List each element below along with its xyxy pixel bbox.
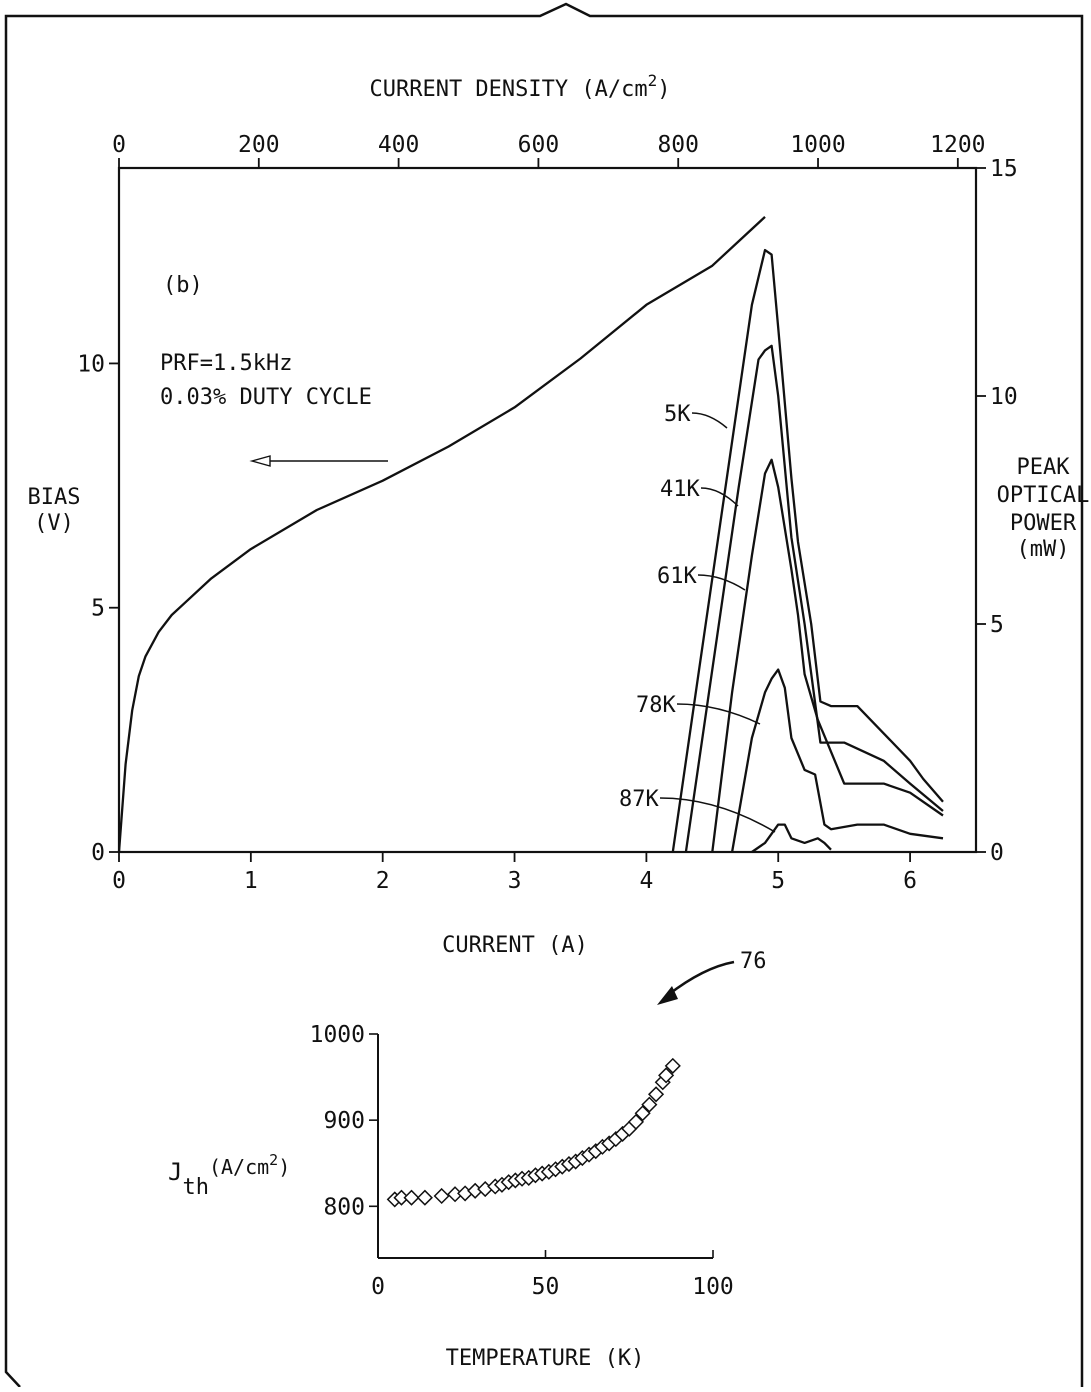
- inset-data-point: [433, 1187, 450, 1205]
- y-left-tick-label: 5: [91, 596, 105, 622]
- inset-data-point: [658, 1067, 675, 1084]
- curve-leader-41k: [700, 487, 739, 507]
- inset-y-tick-label: 1000: [310, 1022, 365, 1048]
- series-line-87k: [751, 823, 832, 853]
- series-line-78k: [730, 668, 944, 853]
- x-top-tick-label: 1200: [930, 132, 985, 158]
- inset-x-axis-label: TEMPERATURE (K): [446, 1346, 645, 1371]
- inset-y-axis-label: Jth(A/cm2): [168, 1151, 290, 1200]
- panel-label: (b): [163, 273, 203, 298]
- x-bottom-tick-label: 2: [376, 868, 390, 894]
- main-ticks: 0 1 2 3 4 5 6 0 200 400 600 800 1000 1200 0 5 10 0 5 10 15: [77, 132, 1017, 894]
- x-top-tick-label: 200: [238, 132, 280, 158]
- inset-data-point: [647, 1086, 665, 1103]
- x-bottom-tick-label: 3: [508, 868, 522, 894]
- inset-ticks: 0 50 100 800 900 1000: [310, 1022, 734, 1300]
- page-border: [4, 2, 1084, 1388]
- inset-x-tick-label: 100: [692, 1274, 734, 1300]
- y-right-tick-label: 10: [990, 384, 1018, 410]
- right-axis-label-line1: PEAK: [1017, 455, 1071, 480]
- x-top-tick-label: 600: [518, 132, 560, 158]
- right-axis-label-line3: POWER: [1010, 511, 1077, 536]
- y-left-tick-label: 0: [91, 840, 105, 866]
- curve-label-87k: 87K: [619, 787, 659, 812]
- inset-data-point: [627, 1113, 645, 1130]
- curve-leader-61k: [697, 574, 746, 591]
- x-bottom-tick-label: 4: [639, 868, 653, 894]
- curve-label-41k: 41K: [660, 477, 700, 502]
- x-bottom-tick-label: 1: [244, 868, 258, 894]
- inset-points: [386, 1057, 681, 1208]
- inset-y-tick-label: 900: [323, 1108, 365, 1134]
- left-axis-label-line1: BIAS: [28, 485, 81, 510]
- inset-chart: 0 50 100 800 900 1000 TEMPERATURE (K) Jth(A/c…: [168, 1022, 734, 1371]
- left-axis-label-line2: (V): [34, 511, 74, 536]
- main-chart: 0 1 2 3 4 5 6 0 200 400 600 800 1000 1200 0 5 10 0 5 10 15 C…: [28, 71, 1090, 958]
- curve-leader-87k: [659, 797, 776, 833]
- curve-label-5k: 5K: [664, 402, 691, 427]
- curve-leader-78k: [676, 703, 761, 725]
- x-top-tick-label: 800: [657, 132, 699, 158]
- reference-numeral: 76: [740, 949, 767, 974]
- prf-annotation: PRF=1.5kHz: [160, 351, 292, 376]
- reference-arrow-head: [657, 986, 678, 1005]
- inset-data-point: [664, 1057, 681, 1074]
- curve-label-78k: 78K: [636, 693, 676, 718]
- inset-x-tick-label: 0: [371, 1274, 385, 1300]
- inset-data-point: [403, 1189, 420, 1206]
- main-plot-frame: [117, 166, 978, 854]
- y-right-tick-label: 15: [990, 156, 1018, 182]
- curve-labels: 5K 41K 61K 78K 87K: [619, 402, 776, 833]
- y-right-tick-label: 5: [990, 612, 1004, 638]
- inset-data-point: [634, 1105, 651, 1122]
- top-axis-label: CURRENT DENSITY (A/cm2): [369, 71, 670, 102]
- inset-data-point: [641, 1096, 658, 1113]
- inset-data-point: [416, 1189, 433, 1206]
- series-line-5k: [671, 248, 944, 853]
- right-axis-label-line2: OPTICAL: [997, 483, 1090, 508]
- main-series: [117, 216, 944, 853]
- bottom-axis-label: CURRENT (A): [442, 933, 588, 958]
- x-top-tick-label: 400: [378, 132, 420, 158]
- y-left-tick-label: 10: [77, 351, 105, 377]
- curve-leader-5k: [691, 412, 728, 429]
- x-top-tick-label: 1000: [790, 132, 845, 158]
- x-top-tick-label: 0: [112, 132, 126, 158]
- x-bottom-tick-label: 0: [112, 868, 126, 894]
- inset-y-tick-label: 800: [323, 1194, 365, 1220]
- bias-arrow-head: [249, 455, 271, 467]
- series-line-41k: [684, 344, 944, 853]
- duty-cycle-annotation: 0.03% DUTY CYCLE: [160, 385, 372, 410]
- x-bottom-tick-label: 5: [771, 868, 785, 894]
- series-line-bias: [117, 216, 766, 853]
- series-line-61k: [711, 458, 944, 853]
- reference-arrow-line: [667, 960, 735, 996]
- curve-label-61k: 61K: [657, 564, 697, 589]
- x-bottom-tick-label: 6: [903, 868, 917, 894]
- right-axis-label-line4: (mW): [1017, 537, 1070, 562]
- inset-x-tick-label: 50: [532, 1274, 560, 1300]
- y-right-tick-label: 0: [990, 840, 1004, 866]
